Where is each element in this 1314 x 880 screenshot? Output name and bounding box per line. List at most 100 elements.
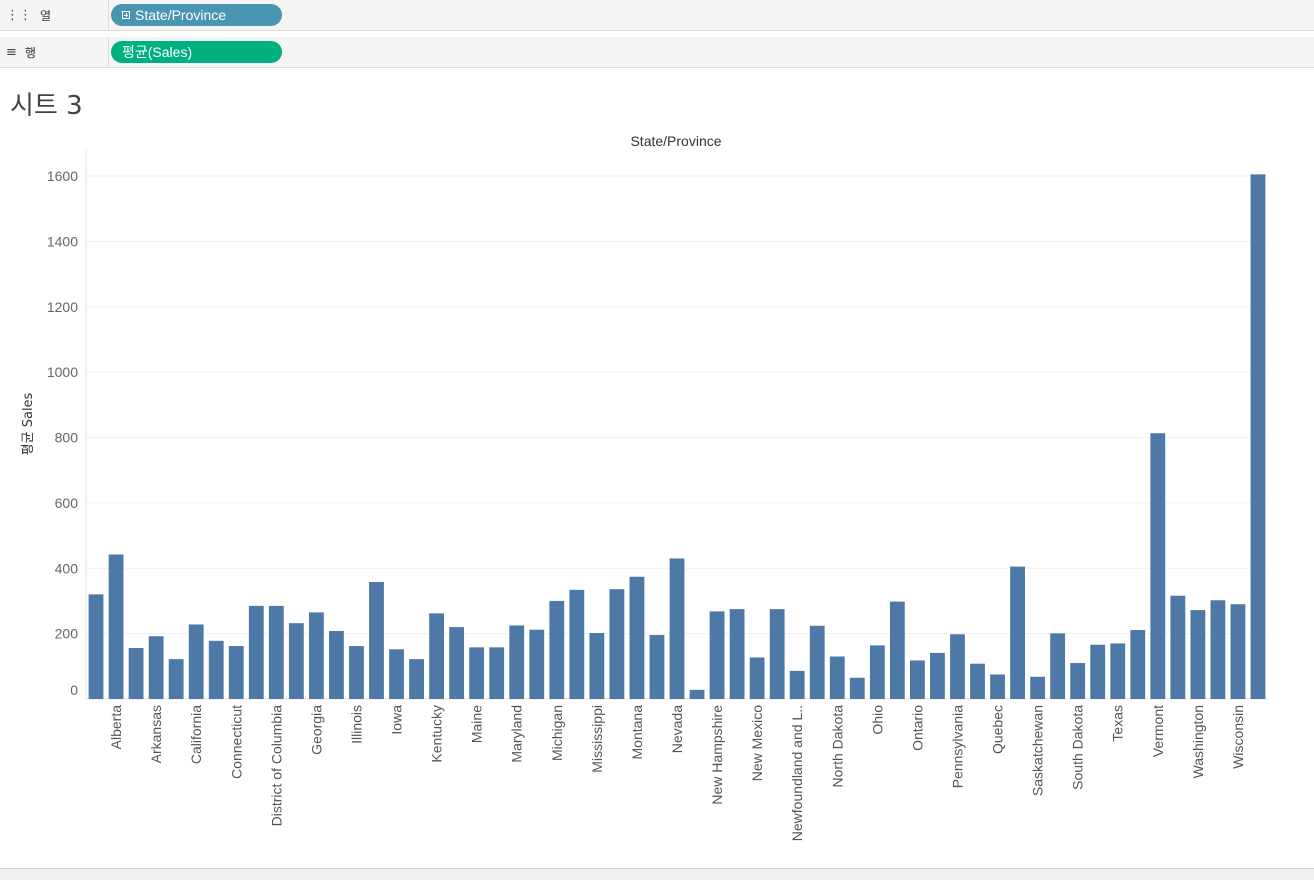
x-tick-label: Pennsylvania — [949, 705, 965, 788]
bottom-scroll-bar[interactable] — [0, 868, 1314, 880]
bar[interactable] — [1230, 604, 1246, 699]
bar[interactable] — [389, 649, 404, 699]
bar[interactable] — [729, 609, 745, 699]
bar[interactable] — [649, 634, 665, 699]
chart-title: State/Province — [630, 133, 721, 149]
bar[interactable] — [970, 663, 985, 699]
x-tick-label: Illinois — [348, 705, 364, 744]
bar[interactable] — [629, 576, 645, 699]
expand-icon[interactable] — [122, 11, 130, 19]
bar[interactable] — [990, 674, 1005, 699]
x-tick-label: Montana — [629, 705, 645, 760]
bar[interactable] — [609, 589, 625, 699]
bar[interactable] — [349, 646, 364, 699]
x-tick-label: Iowa — [389, 705, 405, 735]
bar[interactable] — [148, 636, 164, 699]
x-tick-label: Vermont — [1150, 705, 1166, 757]
bar[interactable] — [329, 631, 344, 699]
bar[interactable] — [869, 645, 885, 699]
state-province-pill[interactable]: State/Province — [111, 4, 282, 26]
y-axis-title: 평균 Sales — [21, 392, 36, 455]
bar[interactable] — [168, 659, 184, 699]
bar[interactable] — [208, 640, 224, 699]
x-axis-labels: Alberta Arkansas California Connecticut Dist… — [108, 705, 1246, 841]
bar[interactable] — [369, 581, 384, 699]
bar[interactable] — [1250, 174, 1266, 700]
bar[interactable] — [1210, 600, 1226, 699]
bar[interactable] — [128, 648, 144, 699]
y-tick-label: 200 — [55, 626, 79, 642]
bar[interactable] — [288, 623, 304, 699]
bar[interactable] — [88, 594, 104, 699]
bar[interactable] — [709, 611, 725, 699]
y-axis: 0 200 400 600 800 1000 1200 1400 1600 — [47, 150, 87, 699]
x-tick-label: Quebec — [990, 705, 1006, 754]
sheet-title: 시트 3 — [10, 91, 83, 121]
y-tick-label: 1400 — [47, 233, 78, 249]
x-tick-label: District of Columbia — [268, 705, 284, 827]
x-tick-label: Georgia — [308, 705, 324, 755]
bar[interactable] — [769, 609, 785, 699]
bar[interactable] — [549, 600, 565, 699]
avg-sales-pill[interactable]: 평균(Sales) — [111, 41, 282, 63]
bar[interactable] — [909, 660, 925, 699]
y-tick-label: 0 — [70, 682, 78, 698]
y-tick-label: 800 — [55, 430, 79, 446]
y-tick-label: 1600 — [47, 168, 78, 184]
bar[interactable] — [789, 670, 805, 699]
bar[interactable] — [1030, 676, 1046, 699]
bar[interactable] — [669, 558, 685, 699]
bar[interactable] — [1010, 566, 1025, 699]
rows-label-text: 행 — [24, 45, 36, 60]
bar[interactable] — [108, 554, 124, 699]
bar[interactable] — [429, 613, 445, 699]
x-tick-label: North Dakota — [829, 705, 845, 788]
bar[interactable] — [308, 612, 324, 699]
bar[interactable] — [809, 625, 825, 699]
bar[interactable] — [950, 634, 965, 699]
bar[interactable] — [1070, 663, 1086, 699]
bar[interactable] — [1170, 595, 1186, 699]
columns-shelf-label: ⋮⋮ 열 — [0, 0, 109, 30]
bar[interactable] — [1150, 433, 1166, 699]
bar[interactable] — [248, 605, 264, 699]
columns-label-text: 열 — [40, 8, 52, 23]
bar[interactable] — [589, 632, 605, 699]
bar[interactable] — [449, 627, 465, 699]
x-tick-label: Washington — [1190, 705, 1206, 778]
bar[interactable] — [188, 624, 204, 699]
bar[interactable] — [409, 659, 424, 699]
bar[interactable] — [1090, 644, 1106, 699]
bar[interactable] — [889, 601, 905, 699]
bar[interactable] — [1110, 643, 1126, 699]
bar[interactable] — [268, 605, 284, 699]
bar[interactable] — [849, 677, 865, 699]
y-tick-label: 1200 — [47, 299, 78, 315]
bar[interactable] — [228, 646, 244, 699]
bar[interactable] — [1190, 610, 1206, 699]
bar[interactable] — [469, 647, 485, 699]
x-tick-label: Arkansas — [148, 705, 164, 763]
y-tick-label: 1000 — [47, 364, 78, 380]
x-tick-label: Michigan — [549, 705, 565, 761]
y-tick-label: 400 — [55, 560, 79, 576]
bar[interactable] — [509, 625, 525, 699]
x-tick-label: Nevada — [669, 705, 685, 753]
bar[interactable] — [1130, 630, 1146, 699]
bar[interactable] — [749, 657, 765, 699]
bar[interactable] — [1050, 633, 1066, 699]
bar[interactable] — [489, 647, 505, 699]
bar[interactable] — [930, 652, 945, 699]
bar[interactable] — [689, 689, 705, 699]
x-tick-label: Kentucky — [429, 705, 445, 763]
x-tick-label: Wisconsin — [1230, 705, 1246, 769]
bar[interactable] — [529, 629, 545, 699]
x-tick-label: New Hampshire — [709, 705, 725, 805]
bars — [88, 174, 1266, 700]
bar[interactable] — [569, 589, 585, 699]
x-tick-label: Mississippi — [589, 705, 605, 773]
x-tick-label: Newfoundland and L.. — [789, 705, 805, 841]
x-tick-label: New Mexico — [749, 705, 765, 781]
bar[interactable] — [829, 656, 845, 699]
rows-shelf: ≡ 행 평균(Sales) — [0, 37, 1314, 68]
